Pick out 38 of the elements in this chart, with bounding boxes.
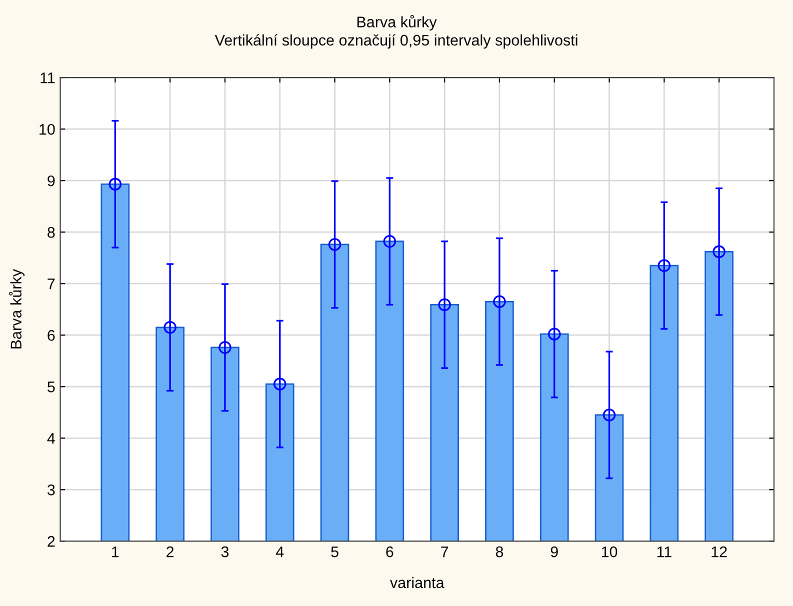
point [108,178,122,191]
y-tick-label: 11 [40,72,55,84]
y-tick-label: 2 [48,536,55,547]
y-tick-label: 4 [47,433,55,444]
x-tick-label: 7 [441,546,448,558]
x-tick-label: 5 [331,546,338,558]
x-tick-label: 3 [221,546,229,558]
point [602,408,616,422]
chart-title: Barva kůrky [357,14,437,30]
x-tick-label: 6 [386,546,394,558]
x-tick-label: 1 [112,546,119,558]
point [328,238,342,251]
y-tick-label: 10 [40,124,55,135]
y-tick-label: 7 [48,278,55,290]
x-tick-label: 11 [657,546,672,558]
point [164,321,176,334]
point [438,298,451,312]
y-axis-title: Barva kůrky [9,269,25,348]
x-tick-label: 9 [550,546,558,558]
point [218,341,232,354]
x-tick-label: 8 [496,546,504,558]
point [493,295,506,308]
chart-subtitle: Vertikální sloupce označují 0,95 intervaly spolehlivosti [214,34,578,49]
x-axis-title: varianta [390,576,444,588]
y-tick-label: 3 [47,484,55,496]
point [548,328,561,340]
x-tick-label: 10 [602,546,618,558]
y-tick-label: 5 [48,382,55,392]
y-tick-label: 6 [48,330,55,341]
point [658,259,671,272]
y-tick-label: 8 [48,226,55,238]
x-tick-label: 4 [276,546,284,558]
x-tick-label: 12 [712,546,727,558]
x-tick-label: 2 [166,546,174,558]
point [273,378,286,390]
point [383,234,396,248]
y-tick-label: 9 [48,175,55,186]
point [712,245,726,258]
